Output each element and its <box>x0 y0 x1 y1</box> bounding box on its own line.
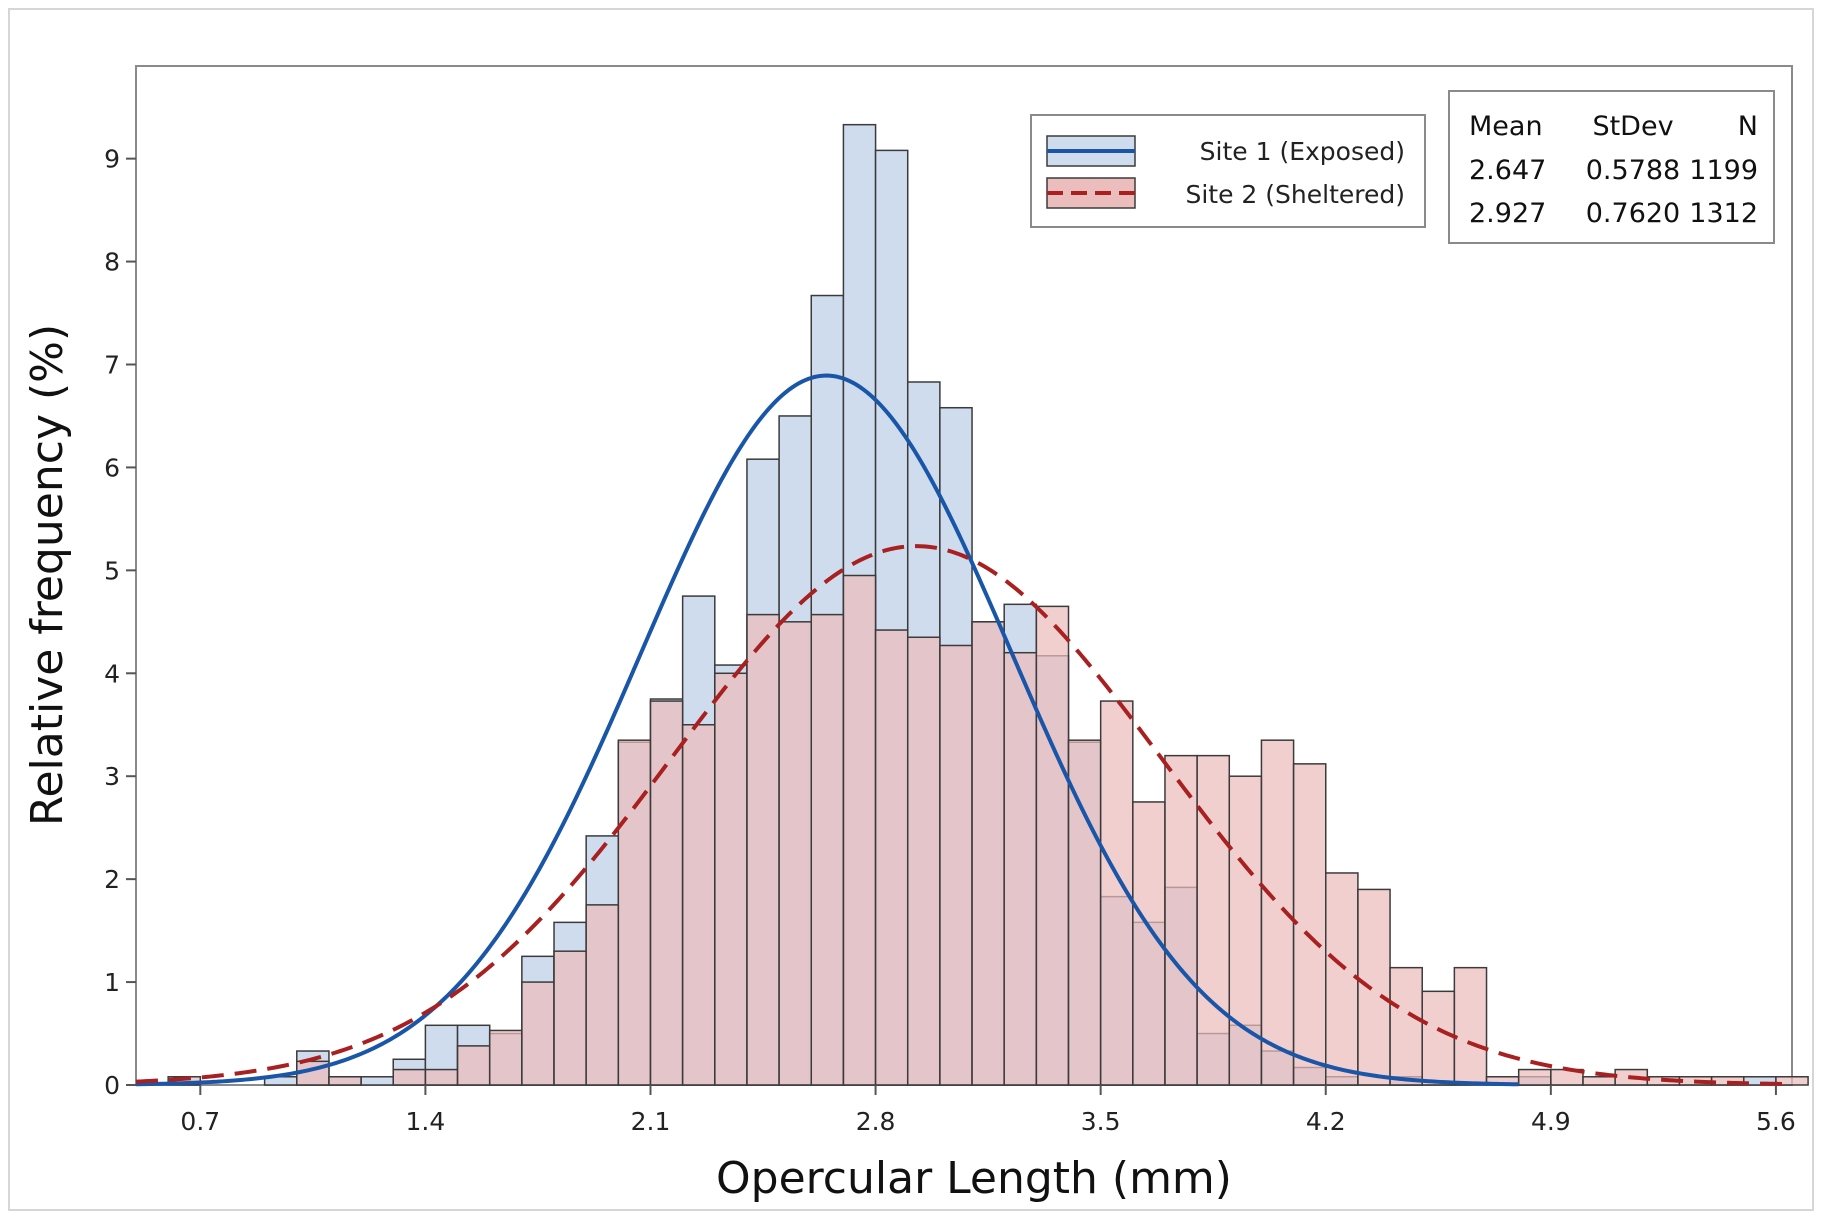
stats-header-mean: Mean <box>1469 111 1543 142</box>
fitted-normal-curves <box>135 373 1793 1087</box>
stats-table: Mean StDev N 2.647 0.5788 1199 2.927 0.7… <box>1448 90 1775 244</box>
y-tick-label-2: 2 <box>104 865 120 894</box>
stats-table-box <box>1448 90 1775 244</box>
bar-site-2-bin-28 <box>1035 605 1070 1086</box>
y-tick-label-9: 9 <box>104 145 120 174</box>
stats-row-2-n: 1312 <box>1689 198 1758 229</box>
bar-site-2-bin-11 <box>488 1029 523 1086</box>
bar-site-2-bin-26 <box>971 621 1005 1086</box>
x-tick-label-1: 1.4 <box>406 1107 446 1136</box>
bar-site-2-bin-16 <box>649 700 684 1086</box>
bar-site-2-bin-39 <box>1389 966 1423 1086</box>
bar-site-2-bin-33 <box>1196 754 1231 1086</box>
x-tick-label-4: 3.5 <box>1081 1107 1121 1136</box>
bar-site-2-bin-41 <box>1453 966 1488 1086</box>
bar-site-2-bin-36 <box>1292 763 1327 1086</box>
y-tick-label-6: 6 <box>104 453 120 482</box>
x-tick-label-3: 2.8 <box>856 1107 896 1136</box>
bar-site-2-bin-17 <box>681 724 716 1086</box>
y-tick-label-8: 8 <box>104 248 120 277</box>
bar-site-2-bin-12 <box>521 981 555 1086</box>
bar-site-2-bin-21 <box>810 613 845 1086</box>
bar-site-2-bin-40 <box>1421 990 1456 1086</box>
bar-site-2-bin-51 <box>1775 1076 1809 1086</box>
legend-box <box>1030 114 1426 228</box>
bar-site-2-bin-23 <box>874 629 909 1086</box>
bar-site-2-bin-10 <box>456 1045 491 1086</box>
bar-site-2-bin-24 <box>906 636 941 1086</box>
y-tick-label-0: 0 <box>104 1071 120 1100</box>
bar-site-2-bin-22 <box>842 574 877 1086</box>
y-tick-label-7: 7 <box>104 350 120 379</box>
x-tick-label-6: 4.9 <box>1531 1107 1571 1136</box>
figure-frame <box>8 8 1814 1211</box>
series-site-2-bars <box>167 574 1809 1086</box>
y-tick-label-3: 3 <box>104 762 120 791</box>
bar-site-2-bin-14 <box>585 904 620 1086</box>
y-axis: 0 1 2 3 4 5 6 7 8 9 <box>104 145 136 1100</box>
bar-site-2-bin-29 <box>1067 739 1102 1086</box>
bar-site-2-bin-37 <box>1325 872 1359 1086</box>
y-tick-label-5: 5 <box>104 556 120 585</box>
stats-row-2-stdev: 0.7620 <box>1586 198 1680 229</box>
stats-row-1-stdev: 0.5788 <box>1586 155 1680 186</box>
fit-curve-site-1 <box>135 373 1519 1087</box>
x-tick-label-2: 2.1 <box>631 1107 671 1136</box>
bar-site-2-bin-27 <box>1003 651 1038 1086</box>
stats-row-2-mean: 2.927 <box>1469 198 1546 229</box>
bar-site-2-bin-25 <box>939 644 973 1086</box>
bar-site-2-bin-18 <box>714 672 748 1086</box>
bar-site-2-bin-20 <box>778 621 813 1086</box>
stats-header-stdev: StDev <box>1592 111 1673 142</box>
bar-site-2-bin-32 <box>1164 754 1198 1086</box>
bar-site-2-bin-45 <box>1582 1076 1616 1086</box>
fit-curve-site-2 <box>135 544 1793 1087</box>
bar-site-2-bin-8 <box>392 1068 427 1086</box>
legend: Site 1 (Exposed) Site 2 (Sheltered) <box>1030 114 1426 228</box>
bar-site-2-bin-15 <box>617 739 652 1086</box>
bar-site-2-bin-34 <box>1228 775 1263 1086</box>
x-axis: 0.7 1.4 2.1 2.8 3.5 4.2 4.9 5.6 <box>180 1085 1796 1136</box>
x-axis-title: Opercular Length (mm) <box>716 1153 1232 1204</box>
bar-site-2-bin-9 <box>424 1068 459 1086</box>
bar-site-2-bin-38 <box>1357 888 1391 1086</box>
bar-site-2-bin-19 <box>746 613 780 1086</box>
x-tick-label-7: 5.6 <box>1756 1107 1796 1136</box>
stats-row-1-mean: 2.647 <box>1469 155 1546 186</box>
x-tick-label-0: 0.7 <box>180 1107 220 1136</box>
x-tick-label-5: 4.2 <box>1306 1107 1346 1136</box>
bar-site-1-bin-7 <box>360 1076 394 1086</box>
y-axis-title: Relative frequency (%) <box>22 324 73 826</box>
stats-row-1-n: 1199 <box>1689 155 1758 186</box>
y-tick-label-1: 1 <box>104 968 120 997</box>
legend-label-site-2: Site 2 (Sheltered) <box>1185 180 1405 209</box>
y-tick-label-4: 4 <box>104 659 120 688</box>
stats-header-n: N <box>1738 111 1758 142</box>
bar-site-2-bin-43 <box>1517 1068 1552 1086</box>
bar-site-2-bin-6 <box>328 1076 362 1086</box>
legend-label-site-1: Site 1 (Exposed) <box>1200 137 1405 166</box>
bar-site-2-bin-13 <box>553 950 587 1086</box>
